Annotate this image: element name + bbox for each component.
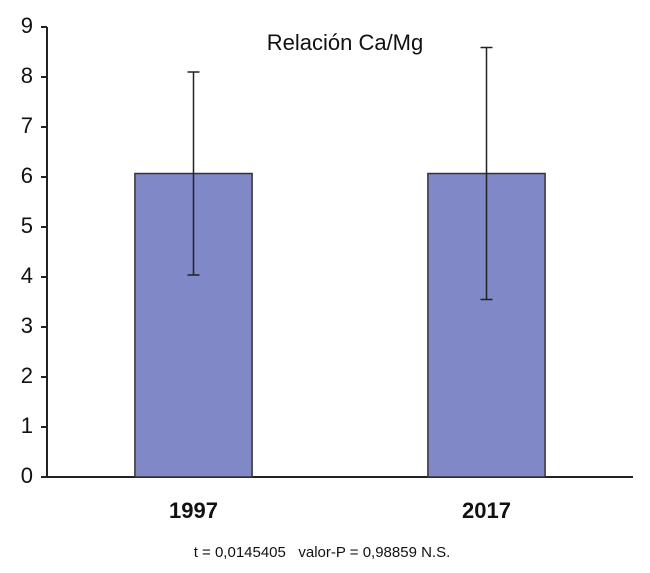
y-tick-label: 9 bbox=[21, 13, 33, 38]
y-tick-label: 3 bbox=[21, 313, 33, 338]
y-tick-label: 5 bbox=[21, 213, 33, 238]
x-tick-label: 1997 bbox=[169, 498, 218, 523]
y-tick-label: 7 bbox=[21, 113, 33, 138]
error-bar bbox=[480, 46, 493, 301]
error-bar bbox=[187, 71, 200, 276]
chart-title: Relación Ca/Mg bbox=[267, 30, 424, 55]
x-tick-label: 2017 bbox=[462, 498, 511, 523]
y-tick-label: 6 bbox=[21, 163, 33, 188]
y-tick-label: 8 bbox=[21, 63, 33, 88]
y-tick-label: 2 bbox=[21, 363, 33, 388]
y-tick-label: 0 bbox=[21, 463, 33, 488]
y-tick-label: 4 bbox=[21, 263, 33, 288]
annotation: t = 0,0145405 valor-P = 0,98859 N.S. bbox=[194, 544, 451, 561]
y-tick-label: 1 bbox=[21, 413, 33, 438]
